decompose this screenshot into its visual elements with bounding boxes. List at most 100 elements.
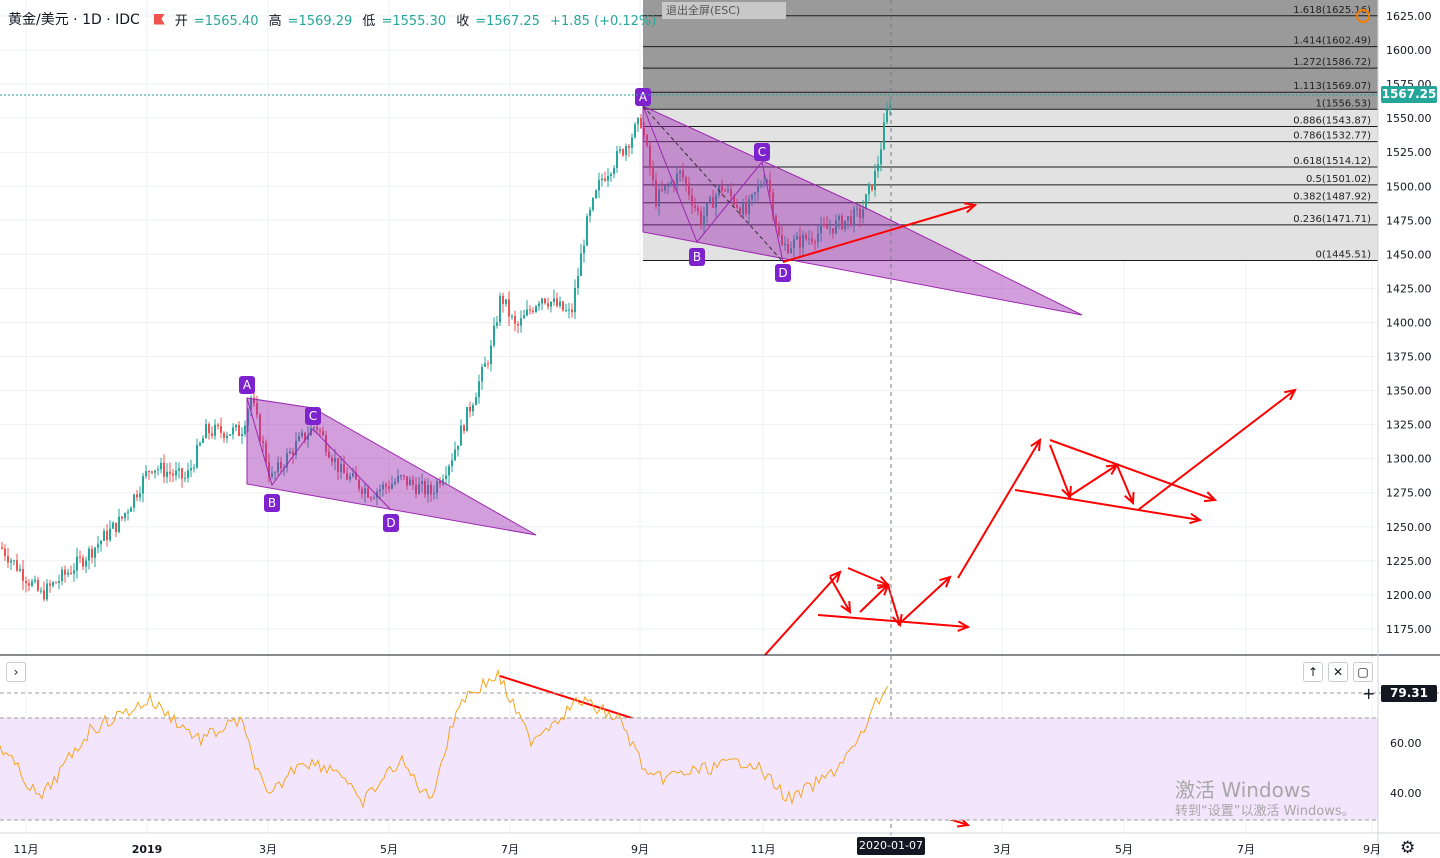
- red-arrow-head: [829, 570, 842, 583]
- activation-watermark-title: 激活 Windows: [1175, 778, 1311, 802]
- red-arrow-head: [939, 575, 952, 588]
- gear-icon[interactable]: ⚙: [1400, 838, 1416, 858]
- pattern-point-badge: [775, 264, 791, 282]
- candle-body: [358, 479, 360, 489]
- candle-body: [76, 556, 78, 571]
- candle-body: [61, 569, 63, 582]
- candle-body: [352, 473, 354, 477]
- candle-body: [19, 568, 21, 571]
- pattern-point-badge: [264, 494, 280, 512]
- candle-body: [589, 209, 591, 217]
- red-arrow-line: [897, 576, 951, 626]
- candle-body: [406, 476, 408, 486]
- fib-level-label: 0(1445.51): [1315, 250, 1371, 261]
- activation-watermark-subtitle: 转到“设置”以激活 Windows。: [1175, 804, 1355, 819]
- pattern-point-label: A: [639, 90, 648, 104]
- candle-body: [889, 105, 891, 110]
- pattern-point-label: D: [778, 266, 787, 280]
- pattern-point-label: B: [693, 250, 701, 264]
- pattern-point-badge: [689, 248, 705, 266]
- candle-body: [229, 434, 231, 436]
- red-arrow-head: [891, 613, 903, 628]
- candle-body: [595, 190, 597, 199]
- red-arrow-head: [1189, 512, 1203, 525]
- candle-body: [109, 528, 111, 540]
- candle-body: [562, 301, 564, 311]
- candle-body: [664, 185, 666, 191]
- candle-body: [577, 276, 579, 288]
- maximize-pane-button[interactable]: ▢: [1353, 662, 1373, 682]
- candle-body: [418, 484, 420, 494]
- red-arrow-line: [847, 567, 889, 586]
- fib-level-label: 0.382(1487.92): [1293, 192, 1371, 203]
- candle-body: [661, 189, 663, 191]
- candle-body: [304, 432, 306, 441]
- close-pane-button[interactable]: ✕: [1328, 662, 1348, 682]
- candle-body: [1, 547, 3, 549]
- high-label: 高: [268, 13, 282, 29]
- price-axis-tick: 1300.00: [1386, 453, 1432, 466]
- candle-body: [874, 170, 876, 191]
- candle-body: [178, 468, 180, 471]
- candle-body: [16, 560, 18, 571]
- candle-body: [652, 168, 654, 180]
- low-value: =1555.30: [381, 13, 447, 29]
- candle-body: [655, 179, 657, 207]
- collapse-pane-button[interactable]: ›: [6, 662, 26, 682]
- candle-body: [760, 185, 762, 187]
- candle-body: [394, 481, 396, 484]
- candle-body: [475, 397, 477, 406]
- red-arrow-line: [1049, 444, 1071, 498]
- close-icon: ✕: [1332, 665, 1344, 679]
- candle-body: [199, 442, 201, 445]
- price-axis-tick: 1625.00: [1386, 10, 1432, 23]
- candle-body: [31, 581, 33, 586]
- candle-body: [133, 494, 135, 508]
- candle-body: [496, 322, 498, 326]
- flag-icon[interactable]: [153, 13, 165, 25]
- candle-body: [427, 484, 429, 495]
- candle-body: [391, 483, 393, 489]
- candle-body: [571, 309, 573, 313]
- candle-body: [829, 228, 831, 230]
- candle-body: [433, 493, 435, 495]
- candle-body: [580, 253, 582, 277]
- candle-body: [775, 215, 777, 227]
- candle-body: [163, 462, 165, 477]
- price-axis-tick: 1500.00: [1386, 180, 1432, 193]
- candle-body: [811, 238, 813, 242]
- move-pane-up-button[interactable]: ↑: [1303, 662, 1323, 682]
- candle-body: [7, 556, 9, 563]
- candle-body: [367, 488, 369, 498]
- candle-body: [448, 466, 450, 476]
- pattern-point-label: B: [268, 496, 276, 510]
- candle-body: [400, 475, 402, 477]
- candle-body: [13, 560, 15, 562]
- candle-body: [583, 245, 585, 254]
- candle-body: [886, 109, 888, 123]
- close-value: =1567.25: [475, 13, 540, 29]
- exit-fullscreen-button[interactable]: 退出全屏(ESC): [662, 2, 786, 19]
- candle-body: [478, 381, 480, 398]
- fib-level-label: 0.5(1501.02): [1306, 174, 1371, 185]
- symbol-title[interactable]: 黄金/美元 · 1D · IDC: [8, 12, 140, 28]
- candle-body: [613, 167, 615, 174]
- price-axis-tick: 1325.00: [1386, 419, 1432, 432]
- candle-body: [736, 204, 738, 208]
- candle-body: [709, 197, 711, 204]
- pattern-point-label: C: [309, 409, 317, 423]
- candle-body: [574, 287, 576, 313]
- close-label: 收: [456, 13, 470, 29]
- candle-body: [424, 481, 426, 495]
- price-axis-tick: 1250.00: [1386, 521, 1432, 534]
- fib-level-label: 0.886(1543.87): [1293, 116, 1371, 127]
- candle-body: [550, 301, 552, 307]
- candle-body: [463, 425, 465, 432]
- candle-body: [412, 479, 414, 485]
- red-arrow-head: [1030, 438, 1042, 452]
- plus-icon[interactable]: +: [1362, 684, 1376, 703]
- candle-body: [88, 548, 90, 561]
- pattern-point-label: A: [243, 378, 252, 392]
- candle-body: [337, 458, 339, 473]
